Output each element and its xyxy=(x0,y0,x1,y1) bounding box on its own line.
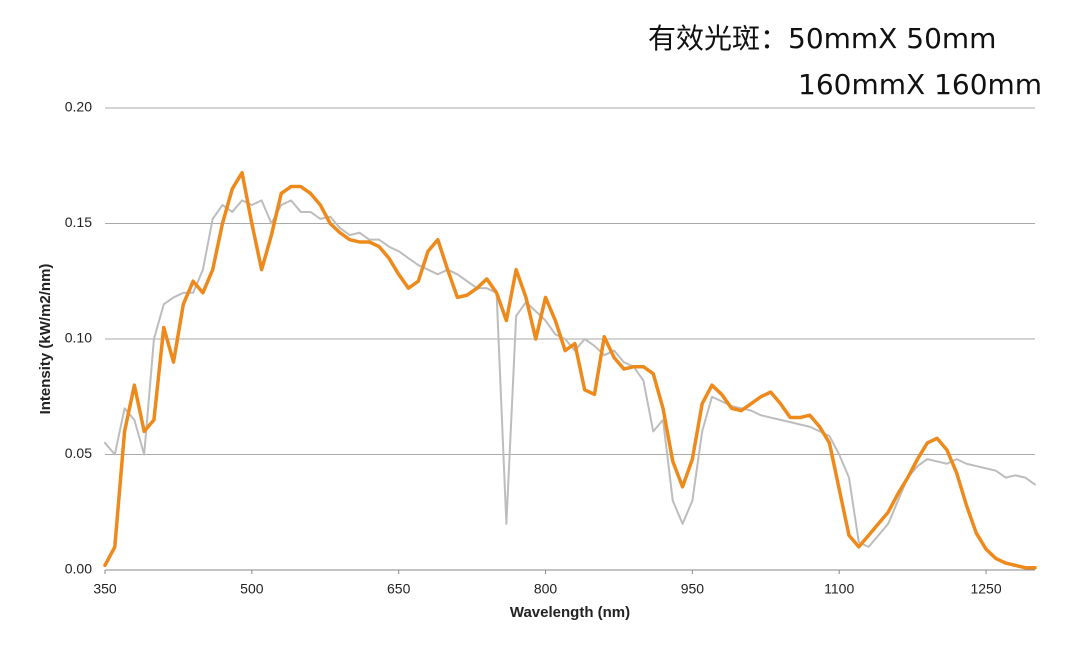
x-tick-label: 350 xyxy=(93,581,117,597)
annotation: 160mmX 160mm xyxy=(798,68,1042,101)
x-tick-label: 500 xyxy=(240,581,264,597)
y-axis-title: Intensity (kW/m2/nm) xyxy=(37,264,54,415)
y-tick-label: 0.10 xyxy=(65,330,92,346)
x-tick-label: 650 xyxy=(387,581,411,597)
y-tick-label: 0.15 xyxy=(65,214,92,230)
series-line xyxy=(104,199,1036,548)
x-axis-title: Wavelength (nm) xyxy=(510,604,630,621)
x-tick-label: 950 xyxy=(681,581,705,597)
annotation: 有效光斑：50mmX 50mm xyxy=(648,22,996,55)
x-tick-label: 800 xyxy=(534,581,558,597)
series-line xyxy=(103,170,1037,570)
y-tick-label: 0.05 xyxy=(65,445,92,461)
x-tick-label: 1250 xyxy=(970,581,1001,597)
y-tick-label: 0.00 xyxy=(65,561,92,577)
y-tick-label: 0.20 xyxy=(65,99,92,115)
x-tick-label: 1100 xyxy=(824,581,854,597)
